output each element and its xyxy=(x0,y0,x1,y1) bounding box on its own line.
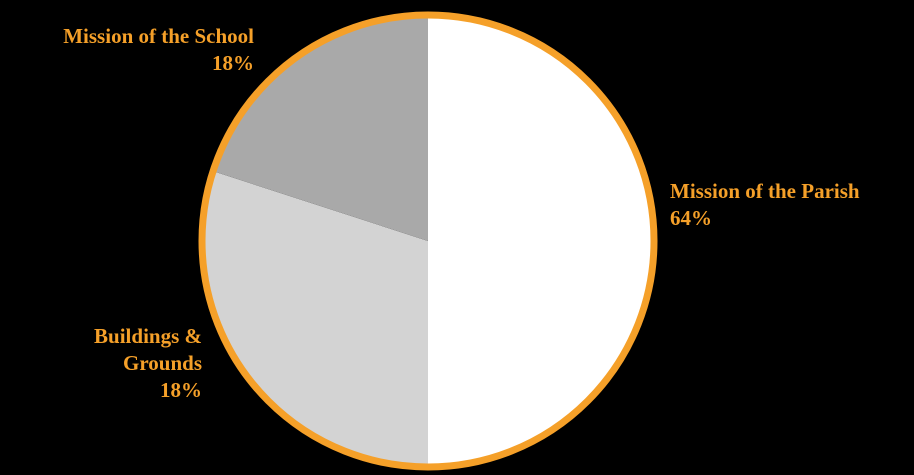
pie-slice-mission-of-the-school xyxy=(213,15,428,241)
slice-name-mission-of-the-school: Mission of the School xyxy=(63,24,254,48)
pie-slice-buildings-and-grounds xyxy=(201,171,428,467)
slice-percent-buildings-and-grounds: 18% xyxy=(160,378,202,402)
pie-border xyxy=(198,11,658,471)
slice-name-mission-of-the-parish: Mission of the Parish xyxy=(670,179,860,203)
slice-label-mission-of-the-parish: Mission of the Parish 64% xyxy=(670,178,860,232)
slice-percent-mission-of-the-school: 18% xyxy=(212,51,254,75)
slice-name-buildings-and-grounds-line-2: Grounds xyxy=(123,351,202,375)
slice-percent-mission-of-the-parish: 64% xyxy=(670,206,712,230)
slice-name-buildings-and-grounds-line-1: Buildings & xyxy=(94,324,202,348)
pie-slices xyxy=(201,15,654,467)
slice-label-buildings-and-grounds: Buildings & Grounds 18% xyxy=(94,323,202,404)
pie-slice-mission-of-the-parish xyxy=(428,15,654,467)
slice-label-mission-of-the-school: Mission of the School 18% xyxy=(63,23,254,77)
